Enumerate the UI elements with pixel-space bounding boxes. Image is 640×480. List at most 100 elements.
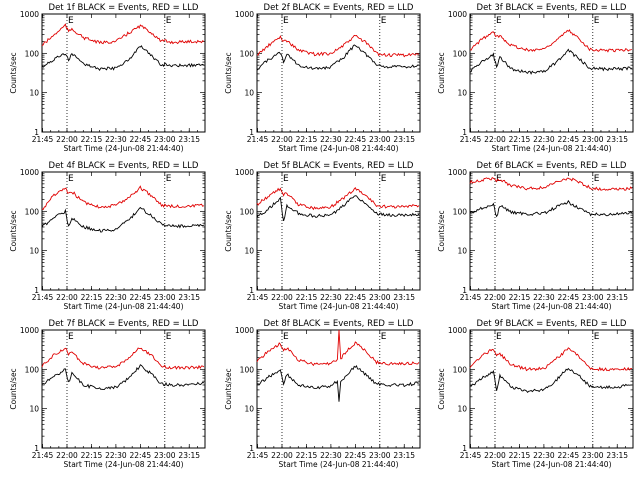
x-tick-label: 22:30 <box>533 451 555 460</box>
series-lld-line <box>41 347 205 370</box>
marker-label: E <box>381 174 387 184</box>
x-tick-label: 21:45 <box>247 135 269 144</box>
chart-panel-3: Det 3f BLACK = Events, RED = LLD 1 10 100 10… <box>437 3 634 153</box>
y-tick-label: 1 <box>462 128 467 137</box>
x-tick-label: 22:15 <box>509 451 531 460</box>
y-tick-label: 1000 <box>448 168 467 177</box>
x-tick-label: 22:30 <box>105 451 127 460</box>
x-axis-label: Start Time (24-Jun-08 21:44:40) <box>279 302 399 311</box>
y-tick-label: 1000 <box>20 326 39 335</box>
marker-label: E <box>166 174 172 184</box>
marker-label: E <box>283 332 289 342</box>
series-events-line <box>256 44 419 71</box>
series-lld-line <box>469 347 632 372</box>
plot-frame <box>41 13 206 133</box>
y-tick-label: 10 <box>29 247 39 256</box>
x-tick-label: 22:45 <box>558 135 580 144</box>
chart-panel-4: Det 4f BLACK = Events, RED = LLD 1 10 100 10… <box>9 161 206 311</box>
marker-label: E <box>496 16 502 26</box>
panel-title: Det 5f BLACK = Events, RED = LLD <box>264 161 414 171</box>
x-tick-label: 22:00 <box>271 293 293 302</box>
marker-label: E <box>381 16 387 26</box>
series-events-line <box>469 199 633 218</box>
y-tick-label: 1 <box>34 444 39 453</box>
panel-title: Det 9f BLACK = Events, RED = LLD <box>477 319 627 329</box>
y-tick-label: 10 <box>244 89 254 98</box>
x-tick-label: 23:15 <box>178 293 200 302</box>
series-lld-line <box>41 185 205 211</box>
marker-label: E <box>283 16 289 26</box>
x-tick-label: 23:00 <box>582 293 604 302</box>
x-tick-label: 23:15 <box>178 135 200 144</box>
x-tick-label: 21:45 <box>32 451 54 460</box>
marker-label: E <box>594 332 600 342</box>
x-tick-label: 22:30 <box>105 135 127 144</box>
y-tick-label: 10 <box>457 247 467 256</box>
x-tick-label: 22:45 <box>345 135 367 144</box>
x-tick-label: 22:15 <box>81 293 103 302</box>
x-tick-label: 23:00 <box>582 451 604 460</box>
x-tick-label: 23:00 <box>154 293 176 302</box>
x-tick-label: 22:00 <box>484 293 506 302</box>
x-tick-label: 22:45 <box>130 135 152 144</box>
y-tick-label: 1 <box>462 286 467 295</box>
y-tick-label: 1000 <box>20 168 39 177</box>
x-tick-label: 22:30 <box>533 135 555 144</box>
x-tick-label: 23:15 <box>393 293 415 302</box>
y-tick-label: 1 <box>462 444 467 453</box>
x-tick-label: 23:00 <box>369 451 391 460</box>
y-axis-label: Counts/sec <box>9 52 18 93</box>
x-tick-label: 21:45 <box>32 293 54 302</box>
panel-title: Det 3f BLACK = Events, RED = LLD <box>477 3 627 13</box>
y-axis-label: Counts/sec <box>437 368 446 409</box>
y-tick-label: 1000 <box>235 326 254 335</box>
plot-frame <box>469 171 634 291</box>
x-axis-label: Start Time (24-Jun-08 21:44:40) <box>64 302 184 311</box>
x-axis-label: Start Time (24-Jun-08 21:44:40) <box>279 144 399 153</box>
plot-frame <box>41 171 206 291</box>
x-tick-label: 22:45 <box>558 451 580 460</box>
x-tick-label: 23:15 <box>606 135 628 144</box>
y-tick-label: 1 <box>34 286 39 295</box>
x-tick-label: 22:00 <box>484 451 506 460</box>
x-tick-label: 22:45 <box>345 293 367 302</box>
x-tick-label: 21:45 <box>460 293 482 302</box>
x-tick-label: 23:00 <box>154 451 176 460</box>
chart-panel-2: Det 2f BLACK = Events, RED = LLD 1 10 100 10… <box>224 3 421 153</box>
y-axis-label: Counts/sec <box>224 210 233 251</box>
y-tick-label: 1 <box>34 128 39 137</box>
plot-frame <box>41 329 206 449</box>
chart-panel-8: Det 8f BLACK = Events, RED = LLD 1 10 100 10… <box>224 319 421 469</box>
panel-title: Det 6f BLACK = Events, RED = LLD <box>477 161 627 171</box>
y-tick-label: 10 <box>29 89 39 98</box>
x-tick-label: 23:00 <box>154 135 176 144</box>
x-tick-label: 22:45 <box>345 451 367 460</box>
x-tick-label: 22:15 <box>296 451 318 460</box>
series-lld-line <box>469 29 633 53</box>
x-tick-label: 23:00 <box>369 293 391 302</box>
x-tick-label: 22:45 <box>558 293 580 302</box>
x-axis-label: Start Time (24-Jun-08 21:44:40) <box>492 302 612 311</box>
y-tick-label: 100 <box>453 49 468 58</box>
marker-label: E <box>68 332 74 342</box>
x-tick-label: 21:45 <box>247 451 269 460</box>
x-tick-label: 22:00 <box>56 135 78 144</box>
y-tick-label: 1000 <box>448 10 467 19</box>
x-tick-label: 22:30 <box>320 451 342 460</box>
y-tick-label: 100 <box>453 365 468 374</box>
panel-title: Det 1f BLACK = Events, RED = LLD <box>49 3 199 13</box>
x-tick-label: 22:15 <box>296 293 318 302</box>
y-axis-label: Counts/sec <box>9 210 18 251</box>
x-tick-label: 23:15 <box>178 451 200 460</box>
chart-panel-6: Det 6f BLACK = Events, RED = LLD 1 10 100 10… <box>437 161 634 311</box>
series-events-line <box>41 206 205 233</box>
y-tick-label: 10 <box>244 405 254 414</box>
panel-title: Det 8f BLACK = Events, RED = LLD <box>264 319 414 329</box>
x-tick-label: 22:30 <box>533 293 555 302</box>
x-tick-label: 22:15 <box>509 135 531 144</box>
y-axis-label: Counts/sec <box>224 368 233 409</box>
series-events-line <box>41 45 205 71</box>
x-tick-label: 23:15 <box>606 293 628 302</box>
y-tick-label: 100 <box>25 207 40 216</box>
series-events-line <box>256 195 420 222</box>
